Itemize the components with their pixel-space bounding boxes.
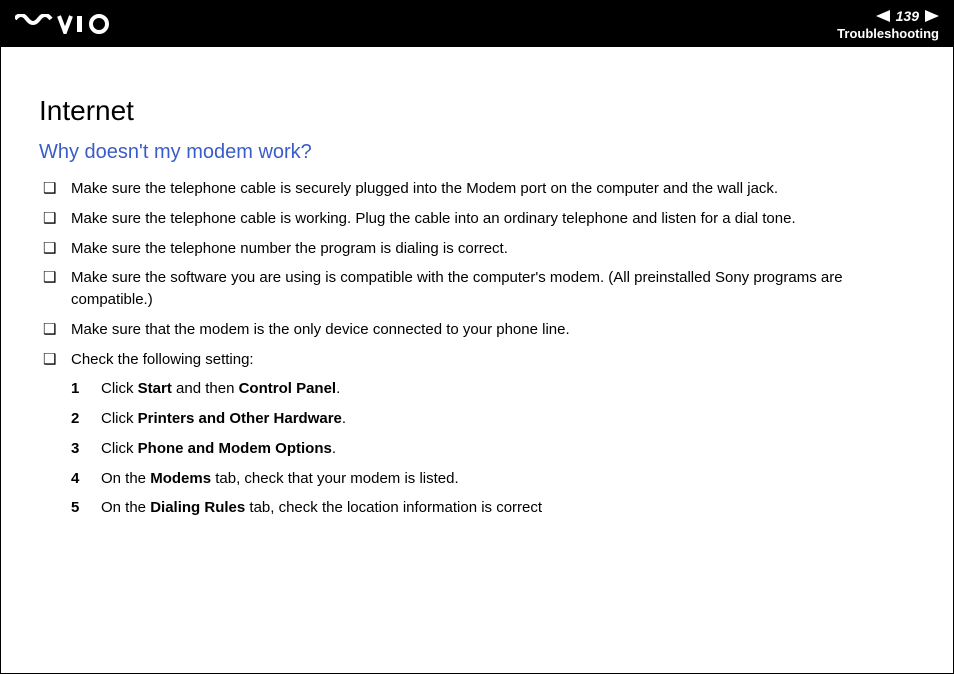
steps-list: 1 Click Start and then Control Panel. 2 Cli… [71, 378, 915, 519]
bullet-item: ❑ Check the following setting: [43, 349, 915, 371]
bullet-text: Make sure the telephone cable is working… [71, 208, 915, 230]
page-container: 139 Troubleshooting Internet Why doesn't… [0, 0, 954, 674]
step-text: On the Dialing Rules tab, check the loca… [101, 497, 915, 519]
step-item: 1 Click Start and then Control Panel. [71, 378, 915, 400]
step-text-plain: and then [172, 380, 239, 397]
step-text-bold: Printers and Other Hardware [138, 410, 342, 427]
page-nav: 139 [876, 8, 939, 24]
step-text: On the Modems tab, check that your modem… [101, 468, 915, 490]
bullet-text: Make sure the telephone cable is securel… [71, 178, 915, 200]
bullet-mark-icon: ❑ [43, 349, 65, 371]
section-name: Troubleshooting [837, 26, 939, 41]
step-number: 1 [71, 378, 95, 400]
step-item: 5 On the Dialing Rules tab, check the loc… [71, 497, 915, 519]
bullet-list: ❑ Make sure the telephone cable is secure… [43, 178, 915, 370]
bullet-mark-icon: ❑ [43, 238, 65, 260]
step-text-bold: Control Panel [239, 380, 337, 397]
step-text-plain: . [332, 440, 336, 457]
content-area: Internet Why doesn't my modem work? ❑ Mak… [1, 47, 953, 519]
step-item: 3 Click Phone and Modem Options. [71, 438, 915, 460]
bullet-item: ❑ Make sure that the modem is the only de… [43, 319, 915, 341]
step-item: 4 On the Modems tab, check that your mode… [71, 468, 915, 490]
bullet-text: Make sure the software you are using is … [71, 267, 915, 311]
bullet-mark-icon: ❑ [43, 208, 65, 230]
step-text-bold: Start [138, 380, 172, 397]
page-title: Internet [39, 95, 915, 127]
step-number: 3 [71, 438, 95, 460]
step-item: 2 Click Printers and Other Hardware. [71, 408, 915, 430]
step-text-plain: tab, check that your modem is listed. [211, 470, 459, 487]
step-text-plain: Click [101, 410, 138, 427]
step-text-plain: Click [101, 440, 138, 457]
step-text-plain: . [342, 410, 346, 427]
bullet-text: Make sure the telephone number the progr… [71, 238, 915, 260]
vaio-logo-svg [15, 14, 111, 34]
bullet-mark-icon: ❑ [43, 319, 65, 341]
step-text: Click Phone and Modem Options. [101, 438, 915, 460]
page-subtitle: Why doesn't my modem work? [39, 141, 915, 164]
step-text: Click Printers and Other Hardware. [101, 408, 915, 430]
page-number: 139 [896, 8, 919, 24]
step-number: 2 [71, 408, 95, 430]
step-text-plain: Click [101, 380, 138, 397]
bullet-mark-icon: ❑ [43, 267, 65, 289]
step-text-bold: Phone and Modem Options [138, 440, 332, 457]
bullet-item: ❑ Make sure the telephone cable is secure… [43, 178, 915, 200]
vaio-logo [15, 14, 111, 34]
step-text-plain: On the [101, 470, 150, 487]
step-text-plain: On the [101, 499, 150, 516]
header-bar: 139 Troubleshooting [1, 1, 953, 47]
step-text-plain: tab, check the location information is c… [245, 499, 542, 516]
bullet-text: Check the following setting: [71, 349, 915, 371]
prev-page-arrow-icon[interactable] [876, 10, 890, 22]
step-text: Click Start and then Control Panel. [101, 378, 915, 400]
step-number: 4 [71, 468, 95, 490]
bullet-item: ❑ Make sure the telephone cable is workin… [43, 208, 915, 230]
bullet-item: ❑ Make sure the telephone number the prog… [43, 238, 915, 260]
header-right: 139 Troubleshooting [837, 8, 939, 41]
step-number: 5 [71, 497, 95, 519]
bullet-text: Make sure that the modem is the only dev… [71, 319, 915, 341]
bullet-mark-icon: ❑ [43, 178, 65, 200]
step-text-bold: Dialing Rules [150, 499, 245, 516]
bullet-item: ❑ Make sure the software you are using is… [43, 267, 915, 311]
next-page-arrow-icon[interactable] [925, 10, 939, 22]
step-text-bold: Modems [150, 470, 211, 487]
step-text-plain: . [336, 380, 340, 397]
